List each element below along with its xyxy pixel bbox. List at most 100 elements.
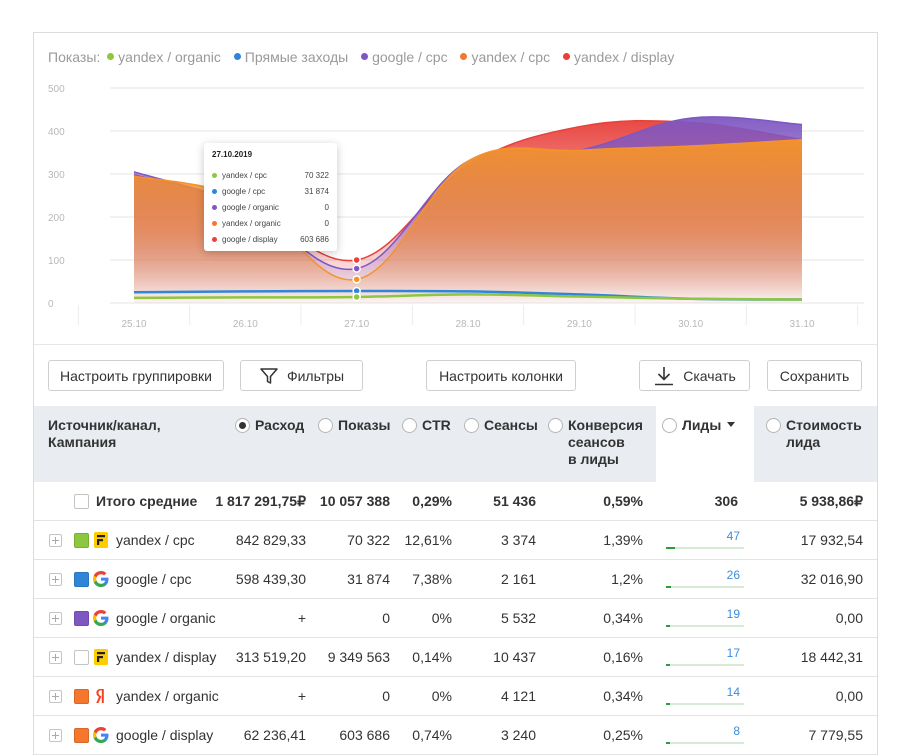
legend-item[interactable]: Прямые заходы [231,49,348,65]
table-header: Источник/канал, Кампания Расход Показы C… [34,406,877,482]
leads-bar-fill [666,664,670,666]
tooltip-value: 0 [324,202,329,212]
expand-icon[interactable] [49,612,62,625]
columns-button[interactable]: Настроить колонки [426,360,576,391]
tooltip-row: yandex / organic 0 [212,215,329,231]
leads-value[interactable]: 19 [726,607,740,621]
expand-icon[interactable] [49,729,62,742]
leads-bar-track [666,586,744,588]
source-name[interactable]: google / cpc [116,571,192,587]
radio[interactable] [766,418,781,433]
header-cost[interactable]: Стоимость лида [766,417,862,451]
cell-spend: 313 519,20 [235,649,306,665]
radio[interactable] [402,418,417,433]
cell-cost: 7 779,55 [808,727,864,743]
row-color-checkbox[interactable] [74,572,89,587]
total-row: Итого средние 1 817 291,75₽ 10 057 388 0… [34,482,877,521]
download-label: Скачать [683,367,736,384]
table-row[interactable]: yandex / display 313 519,20 9 349 563 0,14%… [34,638,877,677]
leads-bar-fill [666,547,675,549]
cell-sessions: 5 532 [500,610,536,626]
tooltip-dot [212,236,217,242]
leads-bar: 47 [666,521,744,559]
table-row[interactable]: yandex / organic +0 0% 4 121 0,34% 14 0,00 [34,677,877,716]
tooltip-dot [212,188,217,194]
header-impressions[interactable]: Показы [318,417,391,434]
table-row[interactable]: yandex / cpc 842 829,33 70 322 12,61% 3 374 1… [34,521,877,560]
header-sessions[interactable]: Сеансы [464,417,538,434]
cell-conversion: 0,34% [603,688,643,704]
radio[interactable] [548,418,563,433]
chart-tooltip: 27.10.2019 yandex / cpc 70 322 google / cp… [204,143,337,251]
cell-spend: + [297,610,306,626]
filters-button[interactable]: Фильтры [240,360,363,391]
leads-bar: 17 [666,638,744,676]
table-row[interactable]: google / display 62 236,41 603 686 0,74% 3 2… [34,716,877,755]
yandex-direct-icon [92,648,110,666]
header-ctr[interactable]: CTR [402,417,451,434]
leads-value[interactable]: 26 [726,568,740,582]
leads-value[interactable]: 8 [733,724,740,738]
header-conversion[interactable]: Конверсия сеансов в лиды [548,417,643,468]
hover-point[interactable] [352,292,361,302]
download-icon [655,366,674,385]
hover-point[interactable] [352,255,361,265]
total-leads: 306 [714,493,738,509]
total-conversion: 0,59% [603,493,643,509]
x-tick-label: 30.10 [678,319,703,330]
legend-item[interactable]: google / cpc [358,49,448,65]
leads-value[interactable]: 14 [726,685,740,699]
radio[interactable] [662,418,677,433]
chart-panel: Показы: yandex / organic Прямые заходы g… [33,32,878,344]
sort-desc-icon[interactable] [727,422,736,427]
grouping-button[interactable]: Настроить группировки [48,360,224,391]
row-color-checkbox[interactable] [74,689,89,704]
row-color-checkbox[interactable] [74,728,89,743]
google-icon [92,570,110,588]
table-row[interactable]: google / organic +0 0% 5 532 0,34% 19 0,00 [34,599,877,638]
expand-icon[interactable] [49,651,62,664]
leads-bar-fill [666,625,670,627]
cell-sessions: 3 374 [500,532,536,548]
legend-item[interactable]: yandex / cpc [457,49,550,65]
header-leads-label: Лиды [662,417,736,434]
legend-dot [562,53,570,60]
header-spend[interactable]: Расход [235,417,304,434]
leads-value[interactable]: 17 [726,646,740,660]
tooltip-series-name: yandex / cpc [222,170,267,180]
leads-bar-fill [666,586,671,588]
table-row[interactable]: google / cpc 598 439,30 31 874 7,38% 2 161 1,… [34,560,877,599]
x-tick-label: 29.10 [567,319,592,330]
expand-icon[interactable] [49,573,62,586]
header-leads[interactable]: Лиды [662,417,736,434]
source-name[interactable]: google / organic [116,610,216,626]
radio[interactable] [464,418,479,433]
x-tick-label: 26.10 [233,319,258,330]
tooltip-row: google / cpc 31 874 [212,183,329,199]
download-button[interactable]: Скачать [639,360,750,391]
legend-item[interactable]: yandex / organic [104,49,221,65]
row-color-checkbox[interactable] [74,611,89,626]
hover-point[interactable] [352,264,361,273]
expand-icon[interactable] [49,690,62,703]
source-name[interactable]: yandex / organic [116,688,219,704]
legend-item[interactable]: yandex / display [560,49,674,65]
cell-impressions: 603 686 [339,727,390,743]
source-name[interactable]: yandex / cpc [116,532,195,548]
header-impressions-label: Показы [338,417,391,433]
leads-value[interactable]: 47 [726,529,740,543]
leads-bar-track [666,664,744,666]
radio-checked[interactable] [235,418,250,433]
select-all-checkbox[interactable] [74,494,89,509]
tooltip-series-name: yandex / organic [222,218,281,228]
source-name[interactable]: yandex / display [116,649,217,665]
save-button[interactable]: Сохранить [767,360,862,391]
row-color-checkbox[interactable] [74,533,89,548]
radio[interactable] [318,418,333,433]
total-spend: 1 817 291,75₽ [215,493,306,509]
hover-point[interactable] [352,275,361,284]
cell-spend: 62 236,41 [243,727,306,743]
source-name[interactable]: google / display [116,727,214,743]
expand-icon[interactable] [49,534,62,547]
row-color-checkbox[interactable] [74,650,89,665]
